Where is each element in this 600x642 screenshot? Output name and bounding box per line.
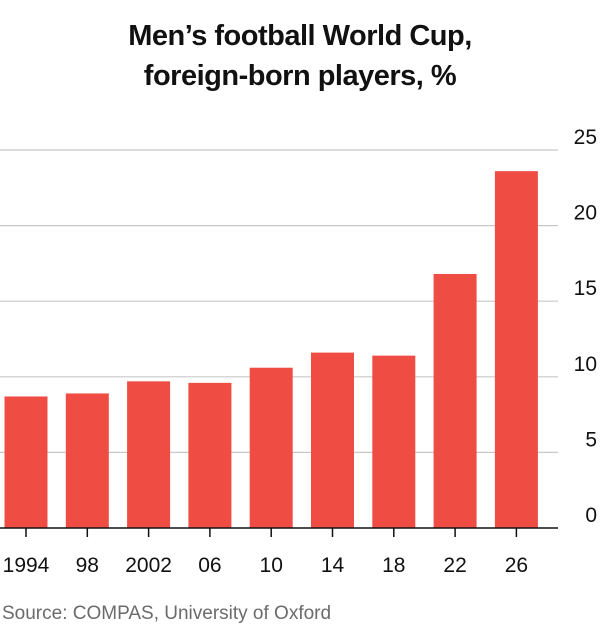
bar-26: [494, 171, 538, 528]
bar-18: [372, 355, 416, 528]
x-tick-label-06: 06: [198, 554, 221, 577]
y-tick-label-5: 5: [585, 428, 597, 451]
y-tick-label-10: 10: [574, 353, 597, 376]
x-tick-label-14: 14: [321, 554, 345, 577]
source-note: Source: COMPAS, University of Oxford: [2, 603, 332, 624]
y-axis-labels: 0 5 10 15 20 25: [574, 126, 597, 527]
x-tick-label-22: 22: [443, 554, 466, 577]
x-tick-label-10: 10: [260, 554, 283, 577]
y-tick-label-25: 25: [574, 126, 597, 149]
bar-06: [188, 382, 232, 528]
x-tick-label-2002: 2002: [125, 554, 172, 577]
y-tick-label-20: 20: [574, 202, 597, 225]
chart-title: Men’s football World Cup, foreign-born p…: [0, 16, 600, 96]
x-tick-label-18: 18: [382, 554, 405, 577]
bar-1994: [4, 396, 48, 528]
chart-title-line-2: foreign-born players, %: [143, 60, 457, 92]
bar-22: [433, 273, 477, 528]
x-tick-label-98: 98: [76, 554, 99, 577]
bar-98: [65, 393, 109, 528]
bar-14: [311, 352, 354, 528]
bars: [4, 171, 538, 528]
y-tick-label-15: 15: [574, 277, 597, 300]
bar-2002: [127, 381, 171, 528]
x-tick-label-26: 26: [505, 554, 528, 577]
bar-10: [249, 367, 293, 528]
chart-title-line-1: Men’s football World Cup,: [128, 20, 472, 52]
y-tick-label-0: 0: [585, 504, 597, 527]
x-tick-label-1994: 1994: [3, 554, 50, 577]
x-axis-labels: 1994 98 2002 06 10 14 18 22 26: [3, 528, 528, 577]
